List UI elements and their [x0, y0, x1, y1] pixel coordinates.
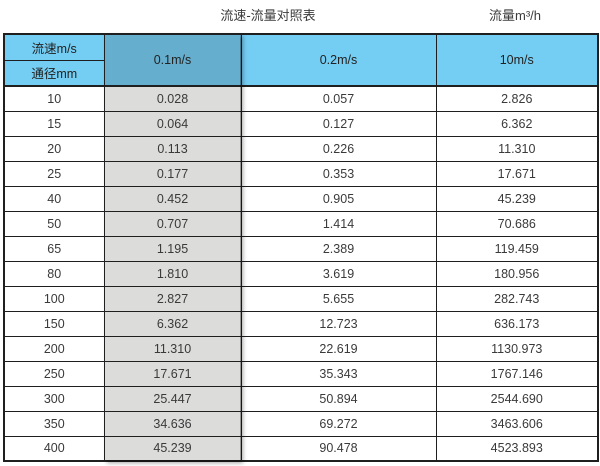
cell-flow-02: 2.389 [240, 235, 437, 262]
cell-flow-01: 0.113 [103, 135, 242, 162]
cell-flow-01: 17.671 [103, 360, 242, 387]
cell-flow-10: 180.956 [435, 260, 599, 287]
header-col-0-1ms: 0.1m/s [103, 33, 242, 87]
cell-diameter: 65 [3, 235, 105, 262]
table-row: 10 0.028 0.057 2.826 [3, 85, 599, 112]
cell-flow-01: 0.707 [103, 210, 242, 237]
table-row: 100 2.827 5.655 282.743 [3, 285, 599, 312]
cell-diameter: 250 [3, 360, 105, 387]
table-title: 流速-流量对照表 [220, 8, 316, 23]
table-row: 80 1.810 3.619 180.956 [3, 260, 599, 287]
cell-flow-02: 0.905 [240, 185, 437, 212]
cell-flow-02: 69.272 [240, 410, 437, 437]
cell-flow-10: 119.459 [435, 235, 599, 262]
header-col-10ms: 10m/s [435, 33, 599, 87]
table-header: 流速m/s 0.1m/s 0.2m/s 10m/s 通径mm [3, 33, 599, 87]
cell-flow-01: 45.239 [103, 435, 242, 462]
table-row: 350 34.636 69.272 3463.606 [3, 410, 599, 437]
cell-flow-01: 2.827 [103, 285, 242, 312]
cell-flow-02: 5.655 [240, 285, 437, 312]
cell-flow-02: 50.894 [240, 385, 437, 412]
cell-flow-01: 25.447 [103, 385, 242, 412]
cell-flow-10: 2.826 [435, 85, 599, 112]
cell-flow-10: 1767.146 [435, 360, 599, 387]
cell-diameter: 350 [3, 410, 105, 437]
table-row: 50 0.707 1.414 70.686 [3, 210, 599, 237]
cell-flow-10: 6.362 [435, 110, 599, 137]
cell-flow-10: 636.173 [435, 310, 599, 337]
table-row: 400 45.239 90.478 4523.893 [3, 435, 599, 462]
cell-flow-01: 6.362 [103, 310, 242, 337]
cell-flow-01: 34.636 [103, 410, 242, 437]
header-col-0-2ms: 0.2m/s [240, 33, 437, 87]
cell-diameter: 20 [3, 135, 105, 162]
flow-unit-label: 流量m³/h [488, 8, 541, 23]
cell-flow-10: 70.686 [435, 210, 599, 237]
header-velocity-label: 流速m/s [3, 33, 105, 61]
cell-diameter: 25 [3, 160, 105, 187]
cell-flow-01: 0.177 [103, 160, 242, 187]
cell-flow-01: 0.452 [103, 185, 242, 212]
table-row: 25 0.177 0.353 17.671 [3, 160, 599, 187]
cell-flow-10: 282.743 [435, 285, 599, 312]
cell-flow-02: 1.414 [240, 210, 437, 237]
cell-flow-02: 35.343 [240, 360, 437, 387]
cell-flow-02: 3.619 [240, 260, 437, 287]
cell-diameter: 15 [3, 110, 105, 137]
cell-flow-10: 1130.973 [435, 335, 599, 362]
table-body: 10 0.028 0.057 2.826 15 0.064 0.127 6.362 20 0.… [3, 85, 599, 462]
table-row: 20 0.113 0.226 11.310 [3, 135, 599, 162]
cell-flow-10: 2544.690 [435, 385, 599, 412]
cell-diameter: 50 [3, 210, 105, 237]
cell-flow-10: 3463.606 [435, 410, 599, 437]
cell-flow-01: 0.064 [103, 110, 242, 137]
table-row: 200 11.310 22.619 1130.973 [3, 335, 599, 362]
cell-diameter: 200 [3, 335, 105, 362]
cell-flow-01: 1.195 [103, 235, 242, 262]
cell-flow-02: 12.723 [240, 310, 437, 337]
cell-flow-02: 0.226 [240, 135, 437, 162]
cell-flow-01: 1.810 [103, 260, 242, 287]
table-row: 40 0.452 0.905 45.239 [3, 185, 599, 212]
cell-flow-02: 0.057 [240, 85, 437, 112]
cell-flow-01: 0.028 [103, 85, 242, 112]
cell-diameter: 10 [3, 85, 105, 112]
cell-flow-01: 11.310 [103, 335, 242, 362]
cell-flow-02: 22.619 [240, 335, 437, 362]
cell-diameter: 400 [3, 435, 105, 462]
table-row: 150 6.362 12.723 636.173 [3, 310, 599, 337]
cell-flow-02: 90.478 [240, 435, 437, 462]
cell-diameter: 300 [3, 385, 105, 412]
cell-diameter: 100 [3, 285, 105, 312]
cell-flow-10: 17.671 [435, 160, 599, 187]
header-row-top: 流速m/s 0.1m/s 0.2m/s 10m/s [3, 33, 599, 87]
table-row: 250 17.671 35.343 1767.146 [3, 360, 599, 387]
cell-flow-02: 0.353 [240, 160, 437, 187]
table-row: 15 0.064 0.127 6.362 [3, 110, 599, 137]
cell-flow-10: 11.310 [435, 135, 599, 162]
table-row: 300 25.447 50.894 2544.690 [3, 385, 599, 412]
cell-diameter: 40 [3, 185, 105, 212]
cell-flow-10: 45.239 [435, 185, 599, 212]
cell-diameter: 80 [3, 260, 105, 287]
header-diameter-label: 通径mm [3, 59, 105, 87]
cell-diameter: 150 [3, 310, 105, 337]
flow-comparison-table: 流速m/s 0.1m/s 0.2m/s 10m/s 通径mm 10 0.028 0.… [3, 33, 599, 462]
cell-flow-02: 0.127 [240, 110, 437, 137]
table-row: 65 1.195 2.389 119.459 [3, 235, 599, 262]
cell-flow-10: 4523.893 [435, 435, 599, 462]
